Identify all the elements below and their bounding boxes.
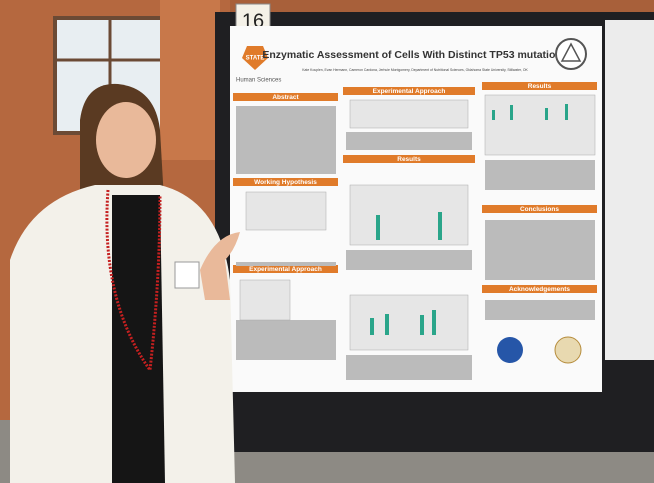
section-bar bbox=[233, 265, 338, 273]
section-bar bbox=[482, 82, 597, 90]
section-heading: Conclusions bbox=[520, 206, 559, 213]
text-block bbox=[236, 106, 595, 380]
section-heading: Experimental Approach bbox=[373, 88, 446, 95]
seal bbox=[554, 336, 582, 364]
section-heading: Results bbox=[397, 156, 421, 163]
department: Human Sciences bbox=[236, 78, 281, 84]
section-heading: Acknowledgements bbox=[509, 286, 570, 293]
pillar bbox=[160, 0, 220, 160]
section-bar bbox=[482, 205, 597, 213]
figure-bar bbox=[370, 104, 568, 335]
figure bbox=[239, 94, 596, 351]
poster-title: Enzymatic Assessment of Cells With Disti… bbox=[262, 49, 567, 61]
section-bar bbox=[482, 285, 597, 293]
section-bar bbox=[233, 93, 338, 101]
logo-mark bbox=[242, 46, 268, 70]
society-logo bbox=[560, 42, 582, 62]
section-bar bbox=[343, 155, 475, 163]
section-heading: Results bbox=[528, 83, 552, 90]
nsf-logo bbox=[497, 337, 523, 363]
section-heading: Working Hypothesis bbox=[254, 179, 317, 186]
section-bar bbox=[233, 178, 338, 186]
logo: STATE bbox=[246, 56, 265, 62]
section-bar bbox=[343, 87, 475, 95]
person bbox=[10, 83, 240, 483]
authors: Kate Kouplen, Evan Hermann, Cameron Card… bbox=[302, 68, 528, 72]
next-poster bbox=[605, 20, 654, 360]
section-heading: Experimental Approach bbox=[249, 266, 322, 273]
section-heading: Abstract bbox=[272, 94, 299, 101]
